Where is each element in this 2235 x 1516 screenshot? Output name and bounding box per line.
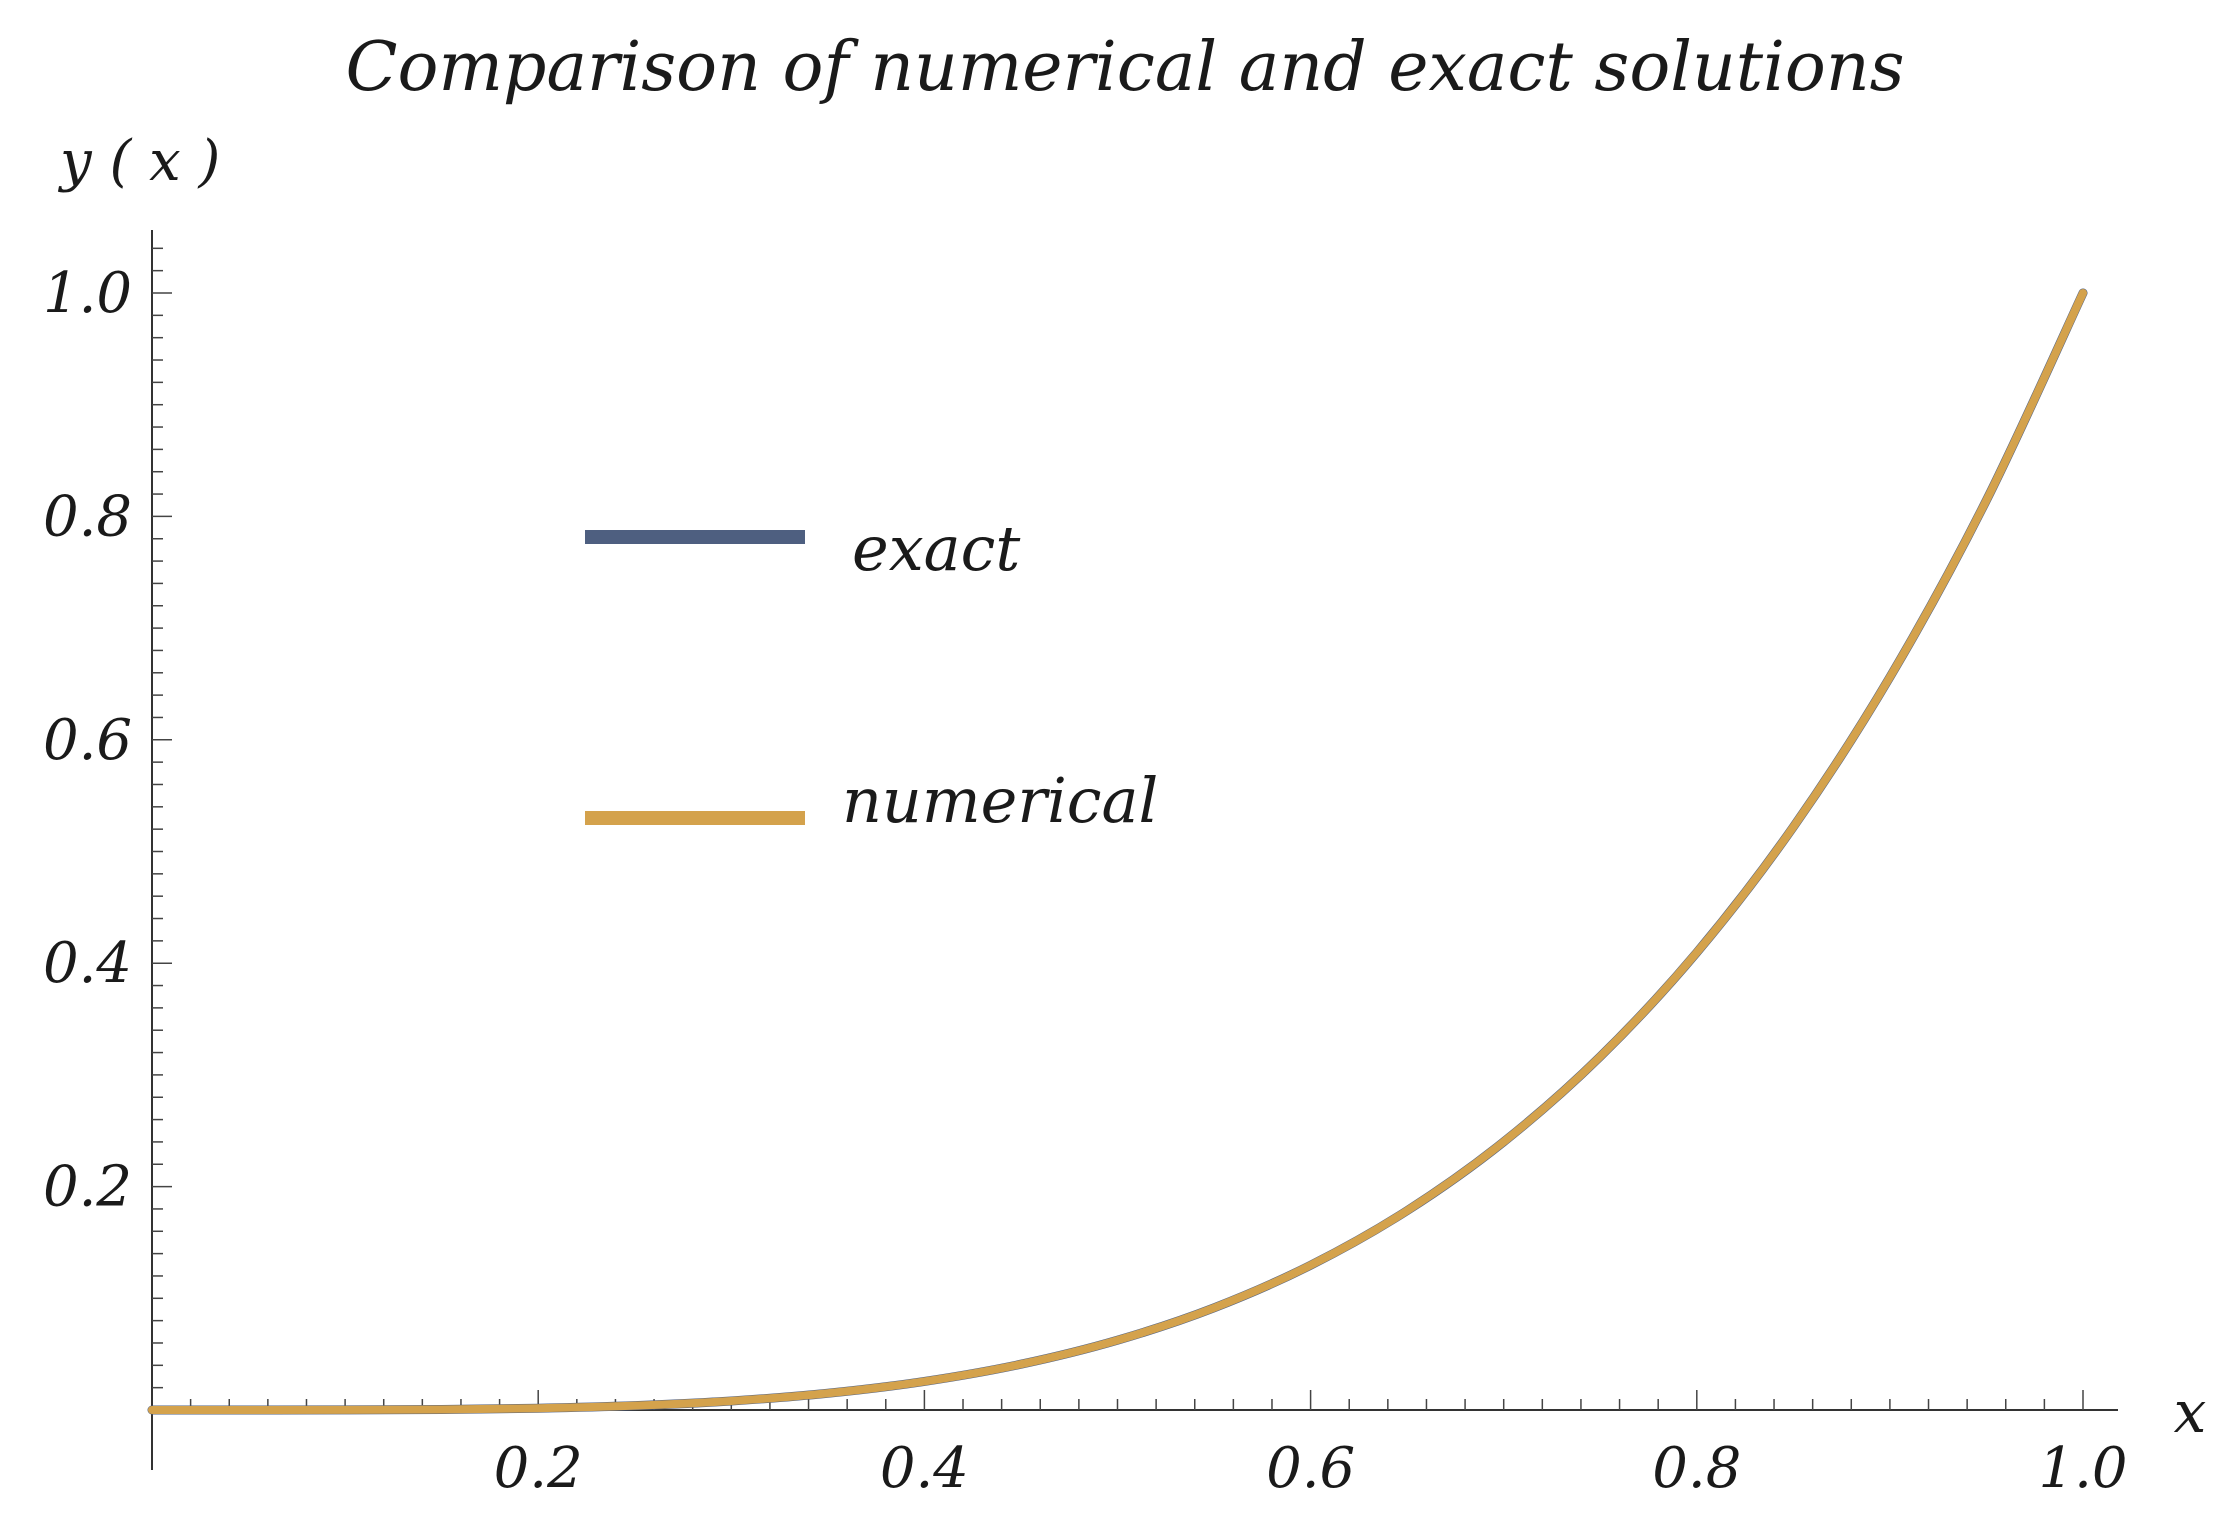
x-axis-ticks: 0.2 0.4 0.6 0.8 1.0 <box>189 1390 2128 1501</box>
y-tick-label: 0.8 <box>43 484 132 549</box>
chart-title: Comparison of numerical and exact soluti… <box>345 28 1904 107</box>
y-tick-label: 0.4 <box>43 931 132 996</box>
y-tick-label: 1.0 <box>43 261 132 326</box>
y-tick-label: 0.2 <box>43 1155 132 1220</box>
x-tick-label: 0.4 <box>880 1436 969 1501</box>
y-tick-label: 0.6 <box>43 708 132 773</box>
y-axis-ticks: 0.2 0.4 0.6 0.8 1.0 <box>43 247 172 1389</box>
x-tick-label: 0.2 <box>494 1436 583 1501</box>
x-tick-label: 0.6 <box>1266 1436 1355 1501</box>
y-axis-label: y ( x ) <box>57 129 220 194</box>
x-axis-label: x <box>2174 1378 2207 1446</box>
x-tick-label: 1.0 <box>2038 1436 2127 1501</box>
series-lines <box>147 288 2088 1415</box>
legend-label-exact: exact <box>852 512 1020 585</box>
legend: exact numerical <box>585 512 1158 837</box>
series-line-exact <box>147 288 2088 1415</box>
x-tick-label: 0.8 <box>1652 1436 1741 1501</box>
legend-label-numerical: numerical <box>842 764 1158 837</box>
series-line-numerical <box>148 289 2087 1415</box>
